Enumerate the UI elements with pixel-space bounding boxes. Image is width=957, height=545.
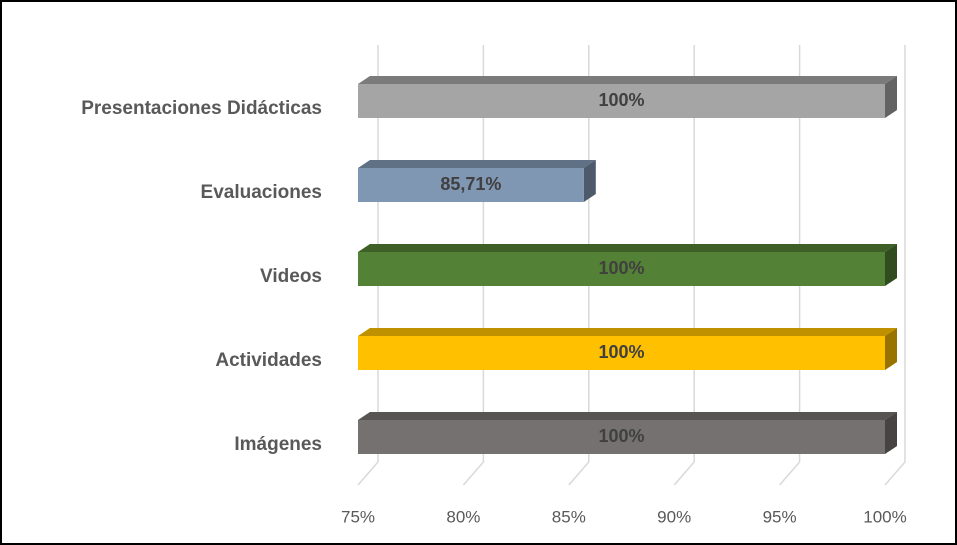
x-tick-label: 95% <box>763 507 797 526</box>
bar-top-shade <box>358 328 897 336</box>
bar <box>358 336 885 370</box>
y-tick-label: Actividades <box>215 350 322 371</box>
bar <box>358 420 885 454</box>
bar-side <box>583 160 596 202</box>
value-label: 100% <box>598 342 644 362</box>
bar-side <box>885 328 897 370</box>
y-tick-label: Videos <box>260 266 322 287</box>
x-tick-label: 75% <box>341 507 375 526</box>
y-tick-label: Presentaciones Didácticas <box>81 98 322 119</box>
bar-side-shade <box>885 412 897 454</box>
bar-top-shade <box>358 244 897 252</box>
bar <box>358 168 584 202</box>
bar-side <box>885 76 897 118</box>
bar-side-shade <box>885 76 897 118</box>
bar-side-shade <box>885 328 897 370</box>
bar-top-shade <box>358 160 596 168</box>
bar-side-shade <box>583 160 596 202</box>
bar-side <box>885 412 897 454</box>
value-label: 100% <box>598 258 644 278</box>
bar-side-shade <box>885 244 897 286</box>
x-tick-label: 90% <box>657 507 691 526</box>
bar-top-shade <box>358 76 897 84</box>
bar-top <box>358 328 897 336</box>
bar-top <box>358 412 897 420</box>
bar-top <box>358 160 596 168</box>
grid-line <box>779 45 801 486</box>
bar-side <box>885 244 897 286</box>
y-tick-label: Imágenes <box>234 434 322 455</box>
bar-top <box>358 76 897 84</box>
value-label: 100% <box>598 90 644 110</box>
x-tick-label: 85% <box>552 507 586 526</box>
x-tick-label: 100% <box>863 507 906 526</box>
y-tick-label: Evaluaciones <box>201 182 322 203</box>
grid-line <box>673 45 695 486</box>
value-label: 85,71% <box>440 174 501 194</box>
bar <box>358 252 885 286</box>
bar-top-shade <box>358 412 897 420</box>
x-tick-label: 80% <box>446 507 480 526</box>
bar-top <box>358 244 897 252</box>
bar <box>358 84 885 118</box>
value-label: 100% <box>598 426 644 446</box>
grid-line <box>884 45 906 486</box>
